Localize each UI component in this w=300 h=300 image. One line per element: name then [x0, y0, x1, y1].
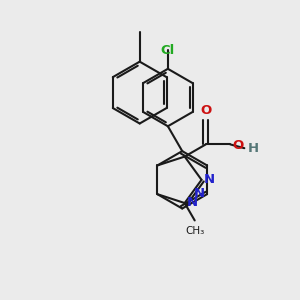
- Text: N: N: [204, 172, 215, 186]
- Text: Cl: Cl: [161, 44, 175, 57]
- Text: N: N: [187, 196, 198, 209]
- Text: O: O: [232, 139, 243, 152]
- Text: CH₃: CH₃: [185, 226, 204, 236]
- Text: N: N: [194, 187, 205, 200]
- Text: O: O: [200, 104, 212, 117]
- Text: H: H: [247, 142, 258, 155]
